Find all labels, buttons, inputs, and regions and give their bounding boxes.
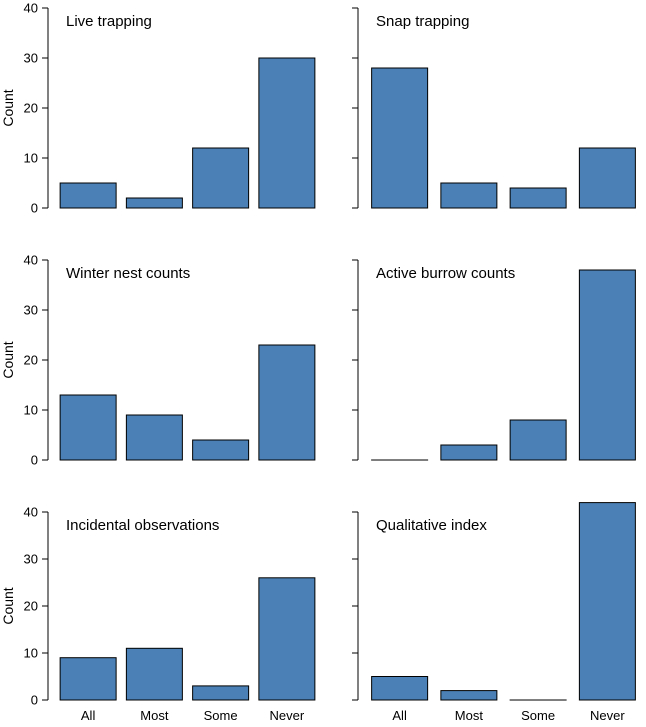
- x-category-label: All: [81, 708, 96, 723]
- bar-most: [125, 414, 183, 461]
- x-category-label: Some: [521, 708, 555, 723]
- y-tick-label: 10: [24, 403, 38, 418]
- panel-3: 0 10 20 30 40 Count Winter nest counts: [0, 253, 316, 468]
- panel-title: Qualitative index: [376, 517, 487, 534]
- panel-title: Snap trapping: [376, 13, 469, 30]
- y-tick-label: 0: [31, 693, 38, 708]
- bar-some: [192, 147, 250, 209]
- x-category-label: Never: [590, 708, 625, 723]
- bar-most: [440, 182, 498, 209]
- panel-1: 0 10 20 30 40 Count Live trapping: [0, 1, 316, 216]
- bar-never: [258, 344, 316, 461]
- panel-title: Active burrow counts: [376, 265, 515, 282]
- bar-never: [578, 502, 636, 701]
- bar-all: [59, 657, 117, 701]
- bar-all: [59, 394, 117, 461]
- panel-title: Incidental observations: [66, 517, 219, 534]
- bar-some: [192, 685, 250, 701]
- panel-2: Snap trapping: [352, 7, 636, 209]
- y-tick-label: 40: [24, 505, 38, 520]
- bar-never: [258, 577, 316, 701]
- y-tick-label: 30: [24, 51, 38, 66]
- bar-most: [125, 197, 183, 209]
- panel-5: 0 10 20 30 40 Count Incidental observations All…: [0, 505, 316, 723]
- x-category-label: Most: [140, 708, 169, 723]
- y-tick-label: 20: [24, 353, 38, 368]
- bar-never: [578, 269, 636, 461]
- bar-never: [258, 57, 316, 209]
- bar-some: [509, 419, 567, 461]
- y-tick-label: 0: [31, 201, 38, 216]
- y-axis-title: Count: [0, 89, 16, 126]
- y-tick-label: 20: [24, 101, 38, 116]
- bar-all: [371, 67, 429, 209]
- bar-some: [509, 187, 567, 209]
- y-tick-label: 30: [24, 303, 38, 318]
- bar-never: [578, 147, 636, 209]
- x-category-label: Some: [204, 708, 238, 723]
- y-axis-title: Count: [0, 587, 16, 624]
- bar-most: [440, 444, 498, 461]
- panel-4: Active burrow counts: [352, 259, 636, 461]
- bar-most: [125, 647, 183, 701]
- panel-6: Qualitative index All Most Some Never: [352, 502, 636, 723]
- x-category-label: Most: [455, 708, 484, 723]
- bar-some: [192, 439, 250, 461]
- y-tick-label: 40: [24, 253, 38, 268]
- bar-all: [371, 676, 429, 701]
- panel-title: Live trapping: [66, 13, 152, 30]
- bar-all: [59, 182, 117, 209]
- y-tick-label: 40: [24, 1, 38, 16]
- y-tick-label: 10: [24, 151, 38, 166]
- x-category-label: All: [392, 708, 407, 723]
- bar-most: [440, 690, 498, 701]
- y-tick-label: 0: [31, 453, 38, 468]
- y-tick-label: 30: [24, 552, 38, 567]
- y-tick-label: 20: [24, 599, 38, 614]
- y-axis-title: Count: [0, 341, 16, 378]
- y-tick-label: 10: [24, 646, 38, 661]
- x-category-label: Never: [270, 708, 305, 723]
- panel-title: Winter nest counts: [66, 265, 190, 282]
